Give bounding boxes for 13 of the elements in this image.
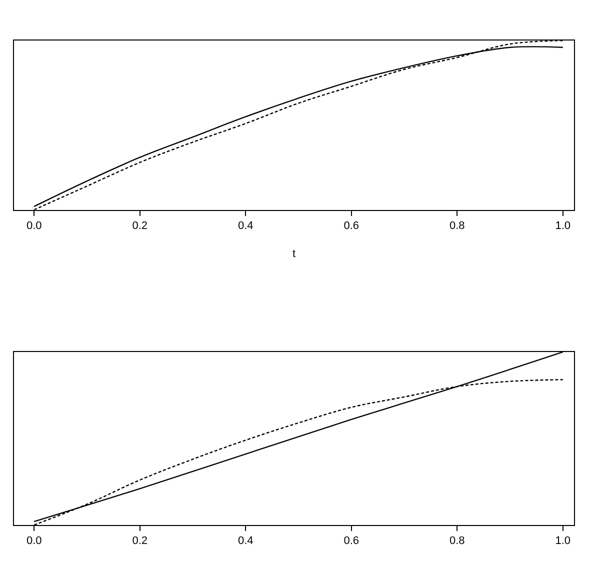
x-tick-label: 1.0	[555, 220, 571, 232]
x-tick-label: 0.8	[449, 535, 465, 548]
x-tick-label: 0.2	[132, 220, 148, 232]
x-tick-label: 0.6	[344, 220, 360, 232]
x-tick-label: 0.2	[132, 535, 148, 548]
x-tick-label: 0.0	[26, 535, 42, 548]
x-axis-title: t	[292, 248, 296, 260]
x-tick-label: 1.0	[555, 535, 571, 548]
x-tick-label: 0.4	[238, 220, 254, 232]
x-tick-label: 0.6	[344, 535, 360, 548]
x-tick-label: 0.8	[449, 220, 465, 232]
x-tick-label: 0.4	[238, 535, 254, 548]
x-tick-label: 0.0	[26, 220, 42, 232]
